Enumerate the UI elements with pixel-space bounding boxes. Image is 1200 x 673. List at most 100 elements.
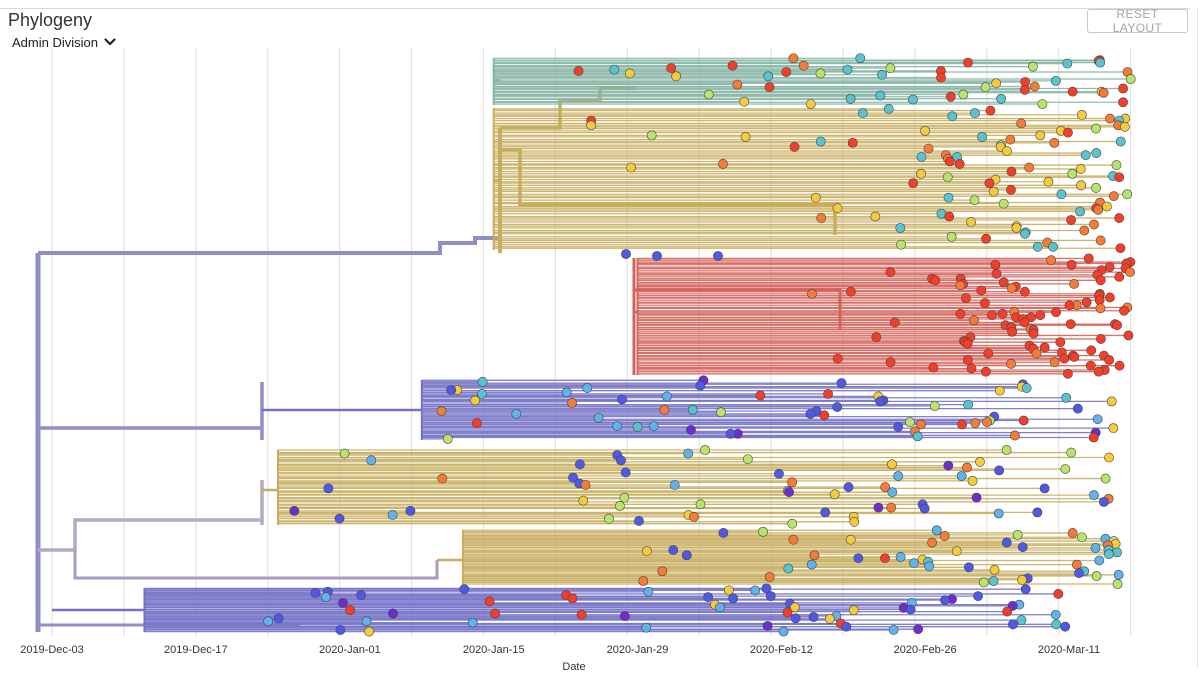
tip-node[interactable] [366, 455, 377, 466]
tip-node[interactable] [604, 513, 614, 524]
tip-node[interactable] [966, 217, 977, 227]
tip-node[interactable] [1115, 243, 1126, 254]
tip-node[interactable] [621, 249, 631, 259]
tip-node[interactable] [1075, 164, 1086, 174]
tip-node[interactable] [1104, 292, 1115, 303]
tip-node[interactable] [886, 502, 897, 513]
tip-node[interactable] [979, 298, 990, 309]
tip-node[interactable] [955, 308, 966, 319]
tip-node[interactable] [1066, 447, 1077, 458]
tip-node[interactable] [1028, 61, 1038, 72]
tip-node[interactable] [1100, 473, 1111, 484]
tip-node[interactable] [945, 91, 956, 102]
tip-node[interactable] [624, 68, 635, 79]
tip-node[interactable] [567, 593, 578, 604]
tip-node[interactable] [855, 53, 866, 64]
tip-node[interactable] [943, 192, 954, 203]
tip-node[interactable] [671, 71, 682, 82]
tip-node[interactable] [905, 604, 916, 615]
tip-node[interactable] [1106, 396, 1117, 407]
tip-node[interactable] [638, 576, 649, 586]
tip-node[interactable] [334, 513, 345, 524]
tip-node[interactable] [323, 483, 334, 494]
tip-node[interactable] [916, 419, 926, 430]
tip-node[interactable] [1094, 295, 1105, 306]
tip-node[interactable] [983, 348, 994, 359]
tip-node[interactable] [1031, 348, 1042, 359]
tip-node[interactable] [808, 612, 819, 622]
tip-node[interactable] [646, 130, 657, 141]
tip-node[interactable] [975, 456, 985, 467]
tip-node[interactable] [853, 553, 864, 564]
tip-node[interactable] [1032, 507, 1043, 518]
tip-node[interactable] [815, 68, 826, 79]
tip-node[interactable] [1007, 326, 1017, 337]
tip-node[interactable] [981, 233, 991, 244]
tip-node[interactable] [619, 611, 630, 621]
tip-node[interactable] [1069, 279, 1079, 289]
tip-node[interactable] [1016, 615, 1027, 626]
tip-node[interactable] [659, 404, 670, 415]
tip-node[interactable] [1009, 430, 1020, 441]
tip-node[interactable] [1017, 542, 1028, 552]
tip-node[interactable] [880, 553, 890, 564]
tip-node[interactable] [764, 82, 775, 93]
tip-node[interactable] [787, 477, 797, 488]
tip-node[interactable] [1092, 414, 1103, 425]
tip-node[interactable] [740, 131, 751, 142]
tip-node[interactable] [1055, 337, 1066, 348]
tip-node[interactable] [477, 376, 488, 387]
tip-node[interactable] [437, 473, 448, 484]
tip-node[interactable] [962, 462, 972, 473]
tip-node[interactable] [1091, 148, 1102, 158]
tip-node[interactable] [988, 186, 999, 197]
tip-node[interactable] [781, 67, 792, 77]
tip-node[interactable] [784, 487, 794, 498]
tip-node[interactable] [908, 94, 918, 105]
tip-node[interactable] [885, 267, 896, 278]
tip-node[interactable] [511, 408, 522, 419]
tip-node[interactable] [687, 404, 698, 415]
tip-node[interactable] [842, 64, 853, 75]
tip-node[interactable] [1074, 568, 1084, 579]
tip-node[interactable] [568, 472, 578, 483]
tip-node[interactable] [954, 159, 965, 169]
tip-node[interactable] [951, 546, 962, 557]
tip-node[interactable] [459, 584, 470, 595]
tip-node[interactable] [829, 489, 840, 500]
tip-node[interactable] [609, 64, 620, 75]
tip-node[interactable] [1112, 320, 1122, 331]
tip-node[interactable] [476, 389, 487, 399]
tip-node[interactable] [962, 355, 973, 365]
tip-node[interactable] [924, 561, 935, 572]
tip-node[interactable] [943, 460, 954, 471]
tip-node[interactable] [446, 385, 457, 395]
tip-node[interactable] [1118, 83, 1128, 94]
tip-node[interactable] [1008, 619, 1018, 630]
tip-node[interactable] [1114, 272, 1125, 282]
tip-node[interactable] [620, 467, 631, 478]
tip-node[interactable] [755, 390, 766, 401]
tip-node[interactable] [686, 424, 696, 435]
tip-node[interactable] [782, 607, 793, 618]
tip-node[interactable] [700, 445, 710, 455]
tip-node[interactable] [976, 285, 987, 296]
tip-node[interactable] [1108, 423, 1119, 434]
tip-node[interactable] [967, 475, 978, 486]
tip-node[interactable] [980, 82, 991, 93]
tip-node[interactable] [1063, 127, 1073, 138]
tip-node[interactable] [1083, 253, 1094, 264]
tip-node[interactable] [1017, 574, 1028, 585]
tip-node[interactable] [987, 310, 997, 321]
tip-node[interactable] [289, 506, 300, 516]
tip-node[interactable] [668, 545, 679, 555]
tip-node[interactable] [387, 510, 398, 520]
tip-node[interactable] [582, 383, 593, 393]
tip-node[interactable] [832, 353, 843, 364]
tip-node[interactable] [930, 275, 941, 286]
tip-node[interactable] [1020, 584, 1031, 595]
tip-node[interactable] [1060, 621, 1071, 632]
tip-node[interactable] [1001, 537, 1012, 548]
tip-node[interactable] [913, 624, 924, 635]
tip-node[interactable] [361, 616, 372, 627]
